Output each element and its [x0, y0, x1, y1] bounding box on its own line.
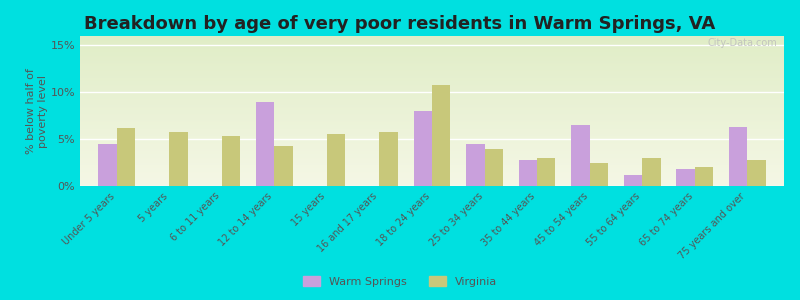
Bar — [694, 167, 713, 186]
Bar — [747, 160, 766, 186]
Text: Breakdown by age of very poor residents in Warm Springs, VA: Breakdown by age of very poor residents … — [84, 15, 716, 33]
Bar — [518, 160, 537, 186]
Legend: Warm Springs, Virginia: Warm Springs, Virginia — [299, 272, 501, 291]
Bar — [379, 132, 398, 186]
Bar — [537, 158, 555, 186]
Bar — [327, 134, 346, 186]
Bar — [222, 136, 240, 186]
Bar — [729, 127, 747, 186]
Bar — [414, 111, 432, 186]
Bar — [485, 148, 503, 186]
Bar — [466, 144, 485, 186]
Bar — [170, 132, 188, 186]
Y-axis label: % below half of
poverty level: % below half of poverty level — [26, 68, 48, 154]
Bar — [98, 144, 117, 186]
Bar — [117, 128, 135, 186]
Bar — [432, 85, 450, 186]
Bar — [274, 146, 293, 186]
Bar — [624, 175, 642, 186]
Bar — [642, 158, 661, 186]
Bar — [571, 125, 590, 186]
Bar — [256, 102, 274, 186]
Text: City-Data.com: City-Data.com — [707, 38, 777, 47]
Bar — [590, 163, 608, 186]
Bar — [676, 169, 694, 186]
